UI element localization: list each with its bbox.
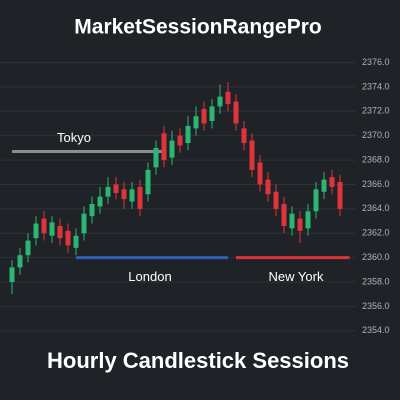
y-tick-label: 2366.0 bbox=[362, 179, 390, 189]
y-tick-label: 2360.0 bbox=[362, 252, 390, 262]
candle-body bbox=[241, 128, 247, 143]
candle-body bbox=[209, 106, 215, 122]
y-tick-label: 2376.0 bbox=[362, 57, 390, 67]
candle-body bbox=[313, 189, 319, 212]
y-tick-label: 2370.0 bbox=[362, 130, 390, 140]
candle-body bbox=[321, 179, 327, 192]
candle-body bbox=[233, 101, 239, 124]
candle-body bbox=[9, 267, 15, 283]
chart-title: MarketSessionRangePro bbox=[74, 16, 321, 39]
candle-body bbox=[297, 218, 303, 231]
candle-body bbox=[337, 182, 343, 209]
candle-body bbox=[17, 255, 23, 268]
candle-body bbox=[305, 211, 311, 229]
y-tick-label: 2364.0 bbox=[362, 203, 390, 213]
candle-body bbox=[289, 213, 295, 229]
candle-body bbox=[265, 179, 271, 195]
candle-body bbox=[217, 96, 223, 107]
session-label: New York bbox=[269, 269, 324, 284]
candle-body bbox=[73, 235, 79, 248]
candle-body bbox=[49, 222, 55, 236]
candle-body bbox=[97, 196, 103, 207]
y-tick-label: 2368.0 bbox=[362, 154, 390, 164]
y-tick-label: 2354.0 bbox=[362, 325, 390, 335]
chart-subtitle: Hourly Candlestick Sessions bbox=[47, 348, 349, 373]
candle-body bbox=[113, 184, 119, 193]
candle-body bbox=[129, 189, 135, 202]
session-label: Tokyo bbox=[57, 130, 91, 145]
candle-body bbox=[249, 140, 255, 170]
session-label: London bbox=[128, 269, 171, 284]
candle-body bbox=[153, 147, 159, 168]
candle-body bbox=[41, 218, 47, 234]
candle-body bbox=[145, 169, 151, 195]
candle-body bbox=[329, 177, 335, 187]
y-tick-label: 2356.0 bbox=[362, 301, 390, 311]
y-tick-label: 2374.0 bbox=[362, 81, 390, 91]
candle-body bbox=[201, 108, 207, 124]
y-tick-label: 2372.0 bbox=[362, 106, 390, 116]
candle-body bbox=[33, 223, 39, 239]
candle-body bbox=[105, 186, 111, 197]
candle-body bbox=[185, 125, 191, 143]
candle-body bbox=[169, 140, 175, 158]
candle-body bbox=[161, 133, 167, 161]
y-tick-label: 2358.0 bbox=[362, 276, 390, 286]
candle-body bbox=[137, 186, 143, 209]
candle-body bbox=[273, 191, 279, 209]
candle-body bbox=[281, 203, 287, 226]
candle-body bbox=[257, 162, 263, 185]
candle-body bbox=[89, 203, 95, 217]
candle-body bbox=[57, 225, 63, 239]
candle-body bbox=[81, 213, 87, 234]
candle-body bbox=[65, 230, 71, 246]
candle-body bbox=[177, 135, 183, 146]
candle-body bbox=[225, 91, 231, 104]
candle-body bbox=[193, 116, 199, 129]
candle-body bbox=[121, 189, 127, 200]
y-tick-label: 2362.0 bbox=[362, 228, 390, 238]
candle-body bbox=[25, 240, 31, 256]
